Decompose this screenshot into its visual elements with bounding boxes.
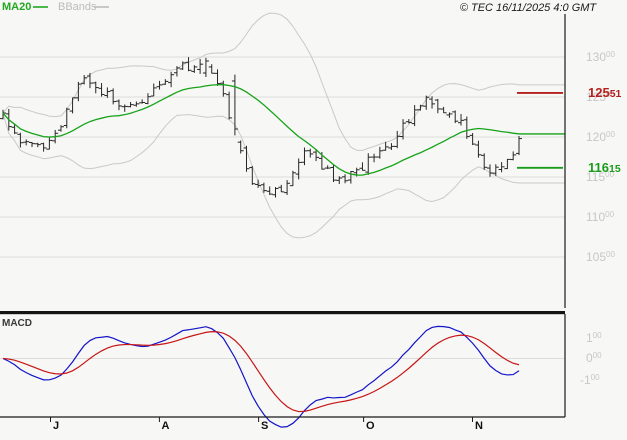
svg-text:11615: 11615 bbox=[588, 160, 621, 175]
svg-text:S: S bbox=[261, 420, 268, 432]
svg-text:© TEC 16/11/2025 4:0 GMT: © TEC 16/11/2025 4:0 GMT bbox=[460, 2, 598, 14]
svg-text:N: N bbox=[475, 420, 483, 432]
svg-text:O: O bbox=[366, 420, 375, 432]
svg-text:BBands: BBands bbox=[58, 1, 97, 13]
svg-text:12551: 12551 bbox=[588, 85, 622, 100]
svg-text:MA20: MA20 bbox=[2, 1, 31, 13]
svg-text:A: A bbox=[162, 420, 170, 432]
svg-text:MACD: MACD bbox=[2, 318, 32, 329]
svg-text:J: J bbox=[53, 420, 59, 432]
